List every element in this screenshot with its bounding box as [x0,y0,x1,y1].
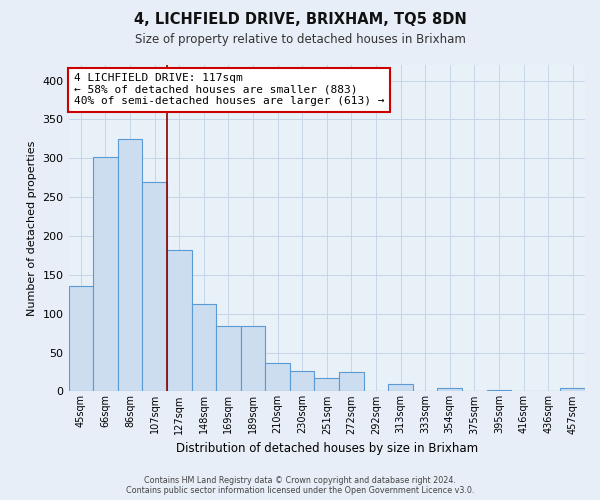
Bar [68,286,93,392]
Bar [216,326,241,392]
Bar [314,378,339,392]
Bar [290,371,314,392]
Bar [265,362,290,392]
Bar [167,250,191,392]
Bar [142,182,167,392]
Text: Contains HM Land Registry data © Crown copyright and database right 2024.
Contai: Contains HM Land Registry data © Crown c… [126,476,474,495]
Text: 4 LICHFIELD DRIVE: 117sqm
← 58% of detached houses are smaller (883)
40% of semi: 4 LICHFIELD DRIVE: 117sqm ← 58% of detac… [74,73,384,106]
Text: 4, LICHFIELD DRIVE, BRIXHAM, TQ5 8DN: 4, LICHFIELD DRIVE, BRIXHAM, TQ5 8DN [134,12,466,28]
Bar [191,304,216,392]
Bar [93,156,118,392]
Text: Size of property relative to detached houses in Brixham: Size of property relative to detached ho… [134,32,466,46]
X-axis label: Distribution of detached houses by size in Brixham: Distribution of detached houses by size … [176,442,478,455]
Bar [241,326,265,392]
Bar [118,139,142,392]
Y-axis label: Number of detached properties: Number of detached properties [27,140,37,316]
Bar [339,372,364,392]
Bar [560,388,585,392]
Bar [437,388,462,392]
Bar [388,384,413,392]
Bar [487,390,511,392]
